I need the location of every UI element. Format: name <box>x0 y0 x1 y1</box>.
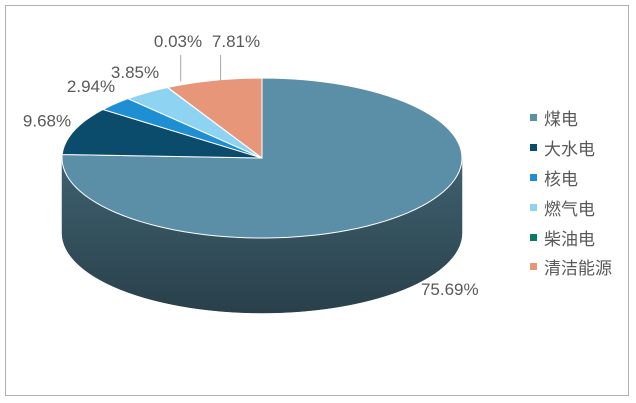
svg-text:9.68%: 9.68% <box>23 112 71 131</box>
svg-text:3.85%: 3.85% <box>111 63 159 82</box>
svg-text:75.69%: 75.69% <box>421 280 479 299</box>
svg-text:7.81%: 7.81% <box>212 32 260 51</box>
svg-text:0.03%: 0.03% <box>154 32 202 51</box>
svg-text:2.94%: 2.94% <box>67 77 115 96</box>
